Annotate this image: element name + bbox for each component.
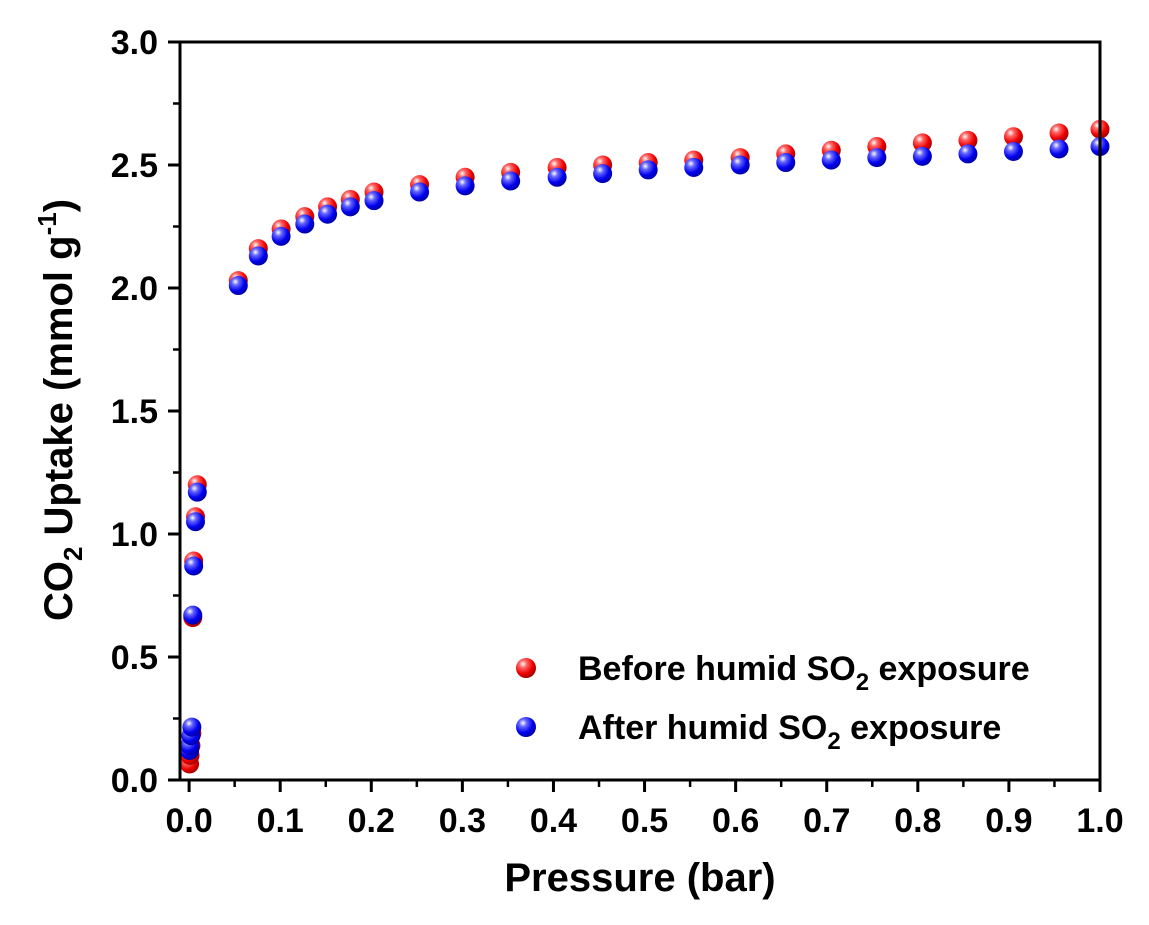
data-point	[684, 157, 704, 177]
data-point	[184, 556, 204, 576]
legend-before-post: exposure	[869, 650, 1030, 688]
data-point	[867, 148, 887, 168]
x-tick-label: 0.0	[165, 802, 212, 840]
data-point	[1003, 141, 1023, 161]
data-point	[318, 204, 338, 224]
x-tick-label: 0.8	[894, 802, 941, 840]
y-tick-label: 2.5	[111, 147, 158, 185]
legend-after-post: exposure	[841, 709, 1002, 747]
y-tick-label: 0.0	[111, 762, 158, 800]
legend-before-sub: 2	[856, 669, 869, 696]
y-axis-title-main: CO	[37, 561, 81, 621]
data-point	[821, 150, 841, 170]
data-point	[730, 155, 750, 175]
x-tick-label: 0.5	[621, 802, 668, 840]
data-point	[1003, 127, 1023, 147]
axis-tick-labels: 0.0 0.1 0.2 0.3 0.4 0.5 0.6 0.7 0.8 0.9 1.0 0.0 0.5 1…	[111, 24, 1124, 840]
data-point	[638, 160, 658, 180]
data-point	[455, 176, 475, 196]
data-point	[547, 167, 567, 187]
x-tick-label: 0.6	[712, 802, 759, 840]
y-axis-title: CO2 Uptake (mmol g-1)	[32, 199, 88, 621]
data-point	[410, 182, 430, 202]
x-tick-label: 1.0	[1076, 802, 1123, 840]
data-point	[271, 226, 291, 246]
data-point	[364, 191, 384, 211]
svg-text:CO2 Uptake (mmol g-1): CO2 Uptake (mmol g-1)	[32, 199, 88, 621]
legend-after-sub: 2	[827, 728, 840, 755]
x-tick-label: 0.2	[348, 802, 395, 840]
data-point	[1049, 139, 1069, 159]
x-tick-label: 0.3	[439, 802, 486, 840]
legend: Before humid SO2 exposure After humid SO…	[516, 650, 1030, 755]
x-axis-title: Pressure (bar)	[504, 856, 775, 900]
legend-before-pre: Before humid SO	[578, 650, 856, 688]
y-tick-label: 1.5	[111, 393, 158, 431]
legend-label-after: After humid SO2 exposure	[578, 709, 1001, 755]
legend-after-pre: After humid SO	[578, 709, 827, 747]
data-point	[248, 246, 268, 266]
y-axis-title-close: )	[37, 199, 81, 212]
y-tick-label: 3.0	[111, 24, 158, 62]
legend-label-before: Before humid SO2 exposure	[578, 650, 1030, 696]
x-tick-label: 0.1	[257, 802, 304, 840]
data-point	[912, 133, 932, 153]
data-point	[958, 130, 978, 150]
data-point	[185, 512, 205, 532]
y-axis-title-sub: 2	[58, 547, 88, 561]
data-point	[228, 276, 248, 296]
data-point	[958, 144, 978, 164]
data-point	[1049, 123, 1069, 143]
data-point	[295, 214, 315, 234]
data-point	[776, 153, 796, 173]
data-point	[912, 146, 932, 166]
y-axis-title-sup: -1	[32, 212, 62, 235]
x-tick-label: 0.9	[985, 802, 1032, 840]
data-point	[593, 164, 613, 184]
series-1	[180, 137, 1110, 760]
y-axis-title-rest: Uptake (mmol g	[37, 235, 81, 546]
plot-frame	[178, 40, 1102, 782]
y-tick-label: 1.0	[111, 516, 158, 554]
x-tick-label: 0.4	[530, 802, 577, 840]
data-point	[183, 605, 203, 625]
data-point	[187, 482, 207, 502]
x-tick-label: 0.7	[803, 802, 850, 840]
data-points	[180, 119, 1110, 774]
data-point	[182, 717, 202, 737]
y-tick-label: 2.0	[111, 270, 158, 308]
data-point	[340, 197, 360, 217]
data-point	[501, 171, 521, 191]
y-tick-label: 0.5	[111, 639, 158, 677]
legend-marker-before	[516, 658, 536, 678]
legend-marker-after	[516, 717, 536, 737]
